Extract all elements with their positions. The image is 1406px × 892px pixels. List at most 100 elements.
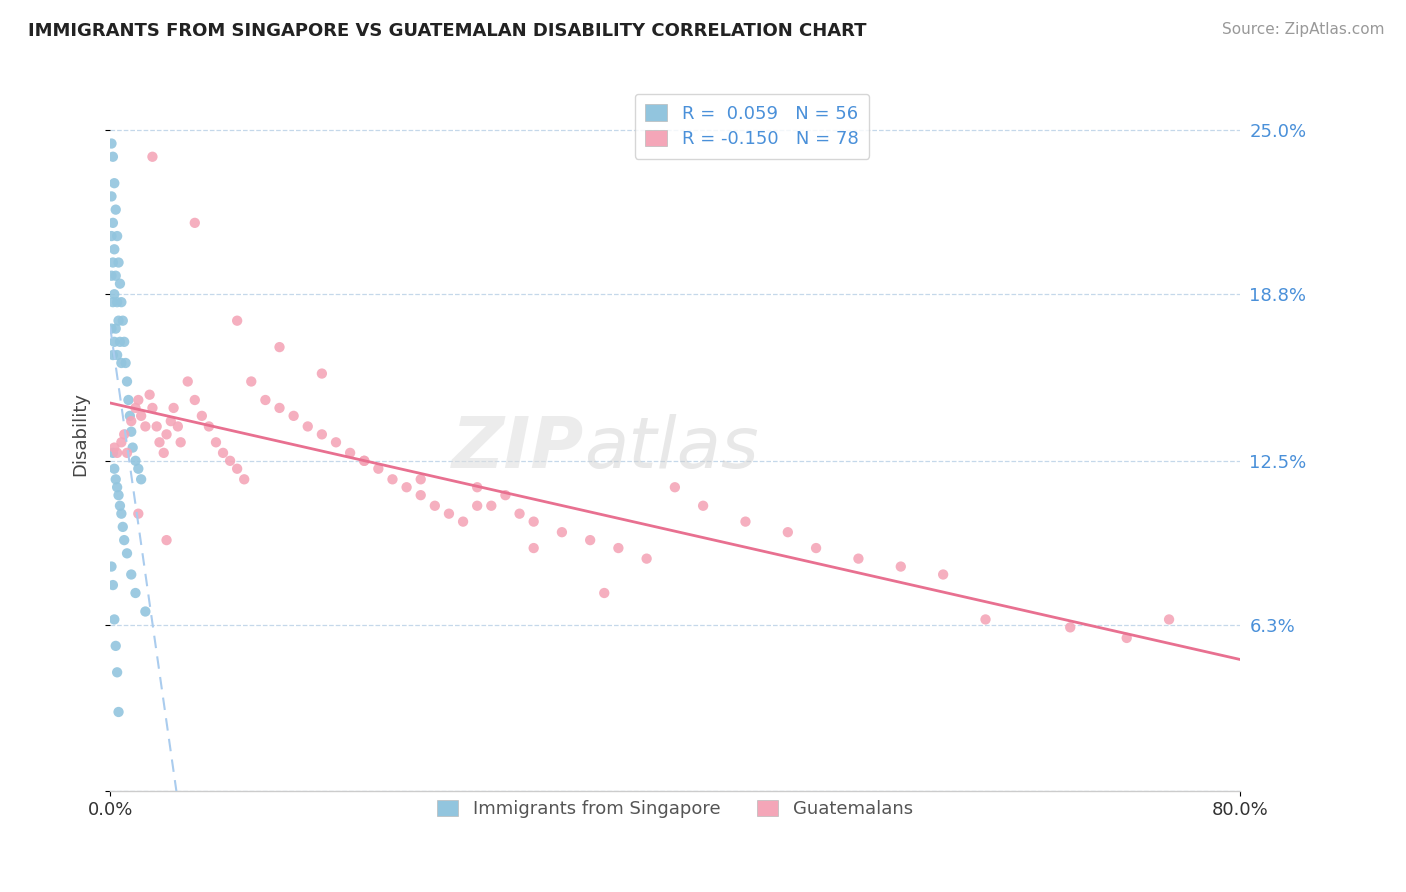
Point xyxy=(184,392,207,407)
Point xyxy=(974,612,997,626)
Point xyxy=(848,551,870,566)
Point xyxy=(1115,631,1137,645)
Point xyxy=(103,461,125,475)
Point xyxy=(107,705,129,719)
Point xyxy=(212,446,235,460)
Point xyxy=(1059,620,1081,634)
Point xyxy=(367,461,389,475)
Point xyxy=(395,480,418,494)
Point xyxy=(381,472,404,486)
Point xyxy=(141,401,163,415)
Point xyxy=(129,472,152,486)
Legend: Immigrants from Singapore, Guatemalans: Immigrants from Singapore, Guatemalans xyxy=(430,792,920,825)
Point xyxy=(103,441,125,455)
Point xyxy=(101,578,124,592)
Point xyxy=(105,480,128,494)
Point xyxy=(551,525,574,540)
Point xyxy=(465,499,488,513)
Point xyxy=(523,515,546,529)
Point xyxy=(141,150,163,164)
Point xyxy=(127,461,149,475)
Point xyxy=(107,255,129,269)
Point xyxy=(138,387,160,401)
Point xyxy=(124,401,146,415)
Point xyxy=(184,216,207,230)
Point xyxy=(155,427,177,442)
Point xyxy=(311,427,333,442)
Point xyxy=(494,488,516,502)
Point xyxy=(111,314,134,328)
Point xyxy=(104,639,127,653)
Point xyxy=(103,334,125,349)
Point xyxy=(101,255,124,269)
Point xyxy=(353,454,375,468)
Point xyxy=(134,419,156,434)
Point xyxy=(170,435,193,450)
Point xyxy=(100,189,122,203)
Point xyxy=(120,425,142,439)
Point xyxy=(593,586,616,600)
Point xyxy=(437,507,460,521)
Point xyxy=(205,435,228,450)
Point xyxy=(107,488,129,502)
Point xyxy=(134,605,156,619)
Point xyxy=(104,321,127,335)
Point xyxy=(219,454,242,468)
Point xyxy=(129,409,152,423)
Point xyxy=(692,499,714,513)
Point xyxy=(297,419,319,434)
Point xyxy=(451,515,474,529)
Point xyxy=(115,446,138,460)
Point xyxy=(479,499,502,513)
Point xyxy=(120,414,142,428)
Point xyxy=(100,229,122,244)
Point xyxy=(105,295,128,310)
Point xyxy=(101,150,124,164)
Point xyxy=(607,541,630,555)
Text: atlas: atlas xyxy=(585,414,759,483)
Point xyxy=(124,454,146,468)
Text: ZIP: ZIP xyxy=(453,414,585,483)
Point xyxy=(254,392,277,407)
Point xyxy=(118,409,141,423)
Point xyxy=(523,541,546,555)
Point xyxy=(100,321,122,335)
Point xyxy=(115,375,138,389)
Point xyxy=(226,314,249,328)
Point xyxy=(124,586,146,600)
Y-axis label: Disability: Disability xyxy=(72,392,89,476)
Point xyxy=(107,314,129,328)
Point xyxy=(423,499,446,513)
Point xyxy=(269,340,291,354)
Point xyxy=(103,242,125,256)
Point xyxy=(105,348,128,362)
Point xyxy=(112,334,135,349)
Point xyxy=(325,435,347,450)
Point xyxy=(105,229,128,244)
Point xyxy=(148,435,170,450)
Point xyxy=(101,446,124,460)
Point xyxy=(121,441,143,455)
Point xyxy=(104,268,127,283)
Point xyxy=(734,515,756,529)
Point xyxy=(932,567,955,582)
Point xyxy=(108,334,131,349)
Point xyxy=(155,533,177,548)
Point xyxy=(112,533,135,548)
Point xyxy=(110,507,132,521)
Point xyxy=(353,454,375,468)
Point xyxy=(311,367,333,381)
Point xyxy=(890,559,912,574)
Point xyxy=(226,461,249,475)
Point xyxy=(159,414,181,428)
Point xyxy=(100,559,122,574)
Point xyxy=(103,287,125,301)
Point xyxy=(240,375,263,389)
Point xyxy=(664,480,686,494)
Point xyxy=(112,427,135,442)
Point xyxy=(105,446,128,460)
Point xyxy=(804,541,827,555)
Point xyxy=(776,525,799,540)
Point xyxy=(166,419,188,434)
Point xyxy=(120,567,142,582)
